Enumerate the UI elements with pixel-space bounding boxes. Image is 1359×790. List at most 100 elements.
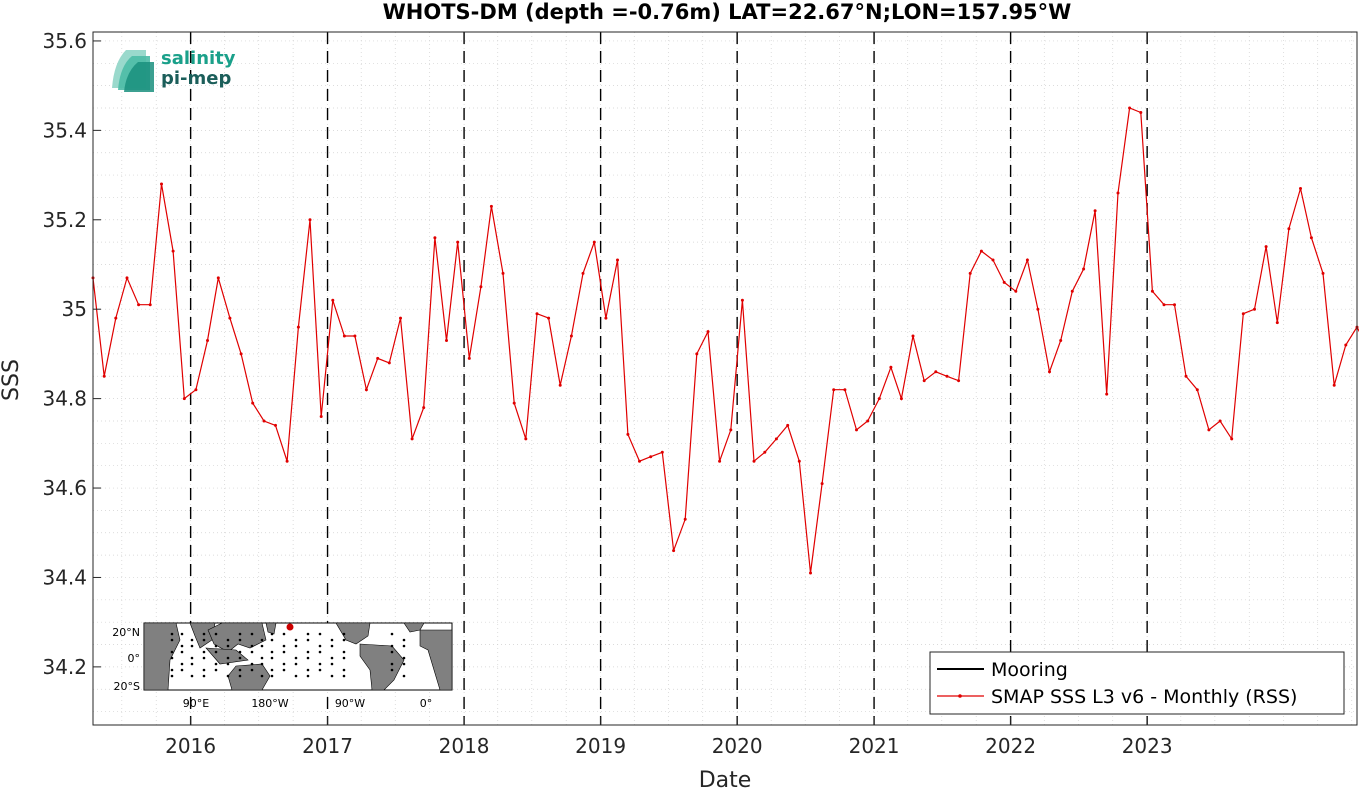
smap-data-point — [604, 316, 608, 320]
smap-data-point — [228, 316, 232, 320]
mooring-dot — [202, 650, 206, 654]
smap-data-point — [1264, 245, 1268, 249]
mooring-dot — [270, 656, 274, 660]
mooring-dot — [390, 662, 394, 666]
smap-data-point — [558, 383, 562, 387]
mooring-dot — [294, 638, 298, 642]
smap-data-point — [274, 423, 277, 427]
smap-data-point — [262, 419, 266, 423]
mooring-dot — [260, 656, 264, 660]
mooring-dot — [318, 644, 322, 648]
y-tick-label: 35.4 — [42, 118, 87, 142]
smap-data-point — [1344, 343, 1348, 347]
smap-data-point — [387, 361, 391, 365]
smap-data-point — [1287, 227, 1291, 231]
smap-data-point — [285, 459, 289, 463]
mooring-dot — [390, 644, 394, 648]
legend-mooring-label: Mooring — [991, 659, 1068, 681]
legend-smap-label: SMAP SSS L3 v6 - Monthly (RSS) — [991, 686, 1297, 708]
smap-data-point — [489, 204, 493, 208]
mooring-dot — [402, 644, 406, 648]
legend-smap-marker — [958, 694, 962, 698]
smap-data-point — [296, 325, 300, 329]
grid-lines — [93, 32, 1357, 725]
smap-data-point — [512, 401, 516, 405]
smap-data-point — [889, 365, 893, 369]
mooring-dot — [238, 638, 242, 642]
mooring-dot — [226, 638, 230, 642]
plot-frame — [92, 31, 1358, 726]
mooring-dot — [238, 632, 242, 636]
smap-data-point — [194, 388, 198, 392]
smap-data-point — [1150, 289, 1154, 293]
map-lon-label-0: 0° — [420, 697, 433, 710]
mooring-dot — [226, 644, 230, 648]
mooring-dot — [270, 650, 274, 654]
smap-data-point — [866, 419, 870, 423]
smap-data-point — [1173, 303, 1176, 307]
smap-data-point — [1218, 419, 1222, 423]
smap-data-point — [945, 374, 949, 378]
mooring-dot — [330, 644, 334, 648]
smap-data-point — [695, 352, 699, 356]
chart-title: WHOTS-DM (depth =-0.76m) LAT=22.67°N;LON… — [383, 0, 1072, 24]
smap-data-point — [137, 303, 141, 307]
x-axis-label: Date — [699, 768, 752, 790]
mooring-dot — [214, 662, 218, 666]
smap-data-point — [501, 271, 505, 275]
mooring-dot — [294, 656, 298, 660]
smap-data-point — [729, 428, 733, 432]
x-tick-label: 2020 — [712, 734, 763, 758]
mooring-dot — [260, 638, 264, 642]
smap-data-point — [102, 374, 106, 378]
y-axis-label: SSS — [0, 359, 24, 401]
smap-data-point — [1093, 209, 1097, 213]
y-tick-label: 34.6 — [42, 476, 87, 500]
mooring-dot — [250, 668, 254, 672]
smap-data-point — [239, 352, 243, 356]
smap-data-point — [1253, 307, 1256, 311]
mooring-dot — [238, 650, 242, 654]
mooring-dot — [306, 656, 310, 660]
smap-data-point — [718, 459, 722, 463]
mooring-dot — [306, 638, 310, 642]
mooring-dot — [390, 632, 394, 636]
mooring-dot — [214, 632, 218, 636]
smap-series — [91, 106, 1359, 575]
inset-location-map: 20°N 0° 20°S 90°E 180°W 90°W 0° — [112, 622, 453, 710]
x-tick-label: 2019 — [575, 734, 626, 758]
mooring-dot — [260, 662, 264, 666]
mooring-dot — [170, 650, 174, 654]
mooring-dot — [250, 662, 254, 666]
x-tick-label: 2018 — [439, 734, 490, 758]
mooring-dot — [170, 638, 174, 642]
smap-data-point — [1139, 111, 1143, 114]
mooring-dot — [282, 662, 286, 666]
logo-line1: salinity — [161, 48, 236, 69]
x-tick-label: 2022 — [985, 734, 1036, 758]
site-location-marker — [286, 623, 294, 631]
smap-data-point — [148, 303, 152, 307]
mooring-dot — [294, 674, 298, 678]
smap-data-point — [922, 379, 926, 383]
mooring-dot — [306, 668, 310, 672]
mooring-dot — [402, 662, 406, 666]
smap-data-point — [832, 388, 836, 392]
y-axis-ticks: 34.2 34.4 34.6 34.8 35 35.2 35.4 35.6 — [42, 29, 101, 679]
mooring-dot — [170, 668, 174, 672]
map-lon-label-90w: 90°W — [335, 697, 365, 710]
smap-data-point — [353, 334, 357, 338]
mooring-dot — [402, 674, 406, 678]
smap-data-point — [331, 298, 335, 302]
mooring-dot — [190, 662, 194, 666]
smap-data-point — [467, 356, 471, 360]
mooring-dot — [180, 644, 184, 648]
mooring-dot — [282, 632, 286, 636]
mooring-dot — [190, 638, 194, 642]
smap-data-point — [445, 339, 448, 342]
smap-data-point — [672, 549, 676, 553]
mooring-dot — [270, 668, 274, 672]
y-tick-label: 35.2 — [42, 208, 87, 232]
map-lat-label-0: 0° — [128, 652, 141, 665]
